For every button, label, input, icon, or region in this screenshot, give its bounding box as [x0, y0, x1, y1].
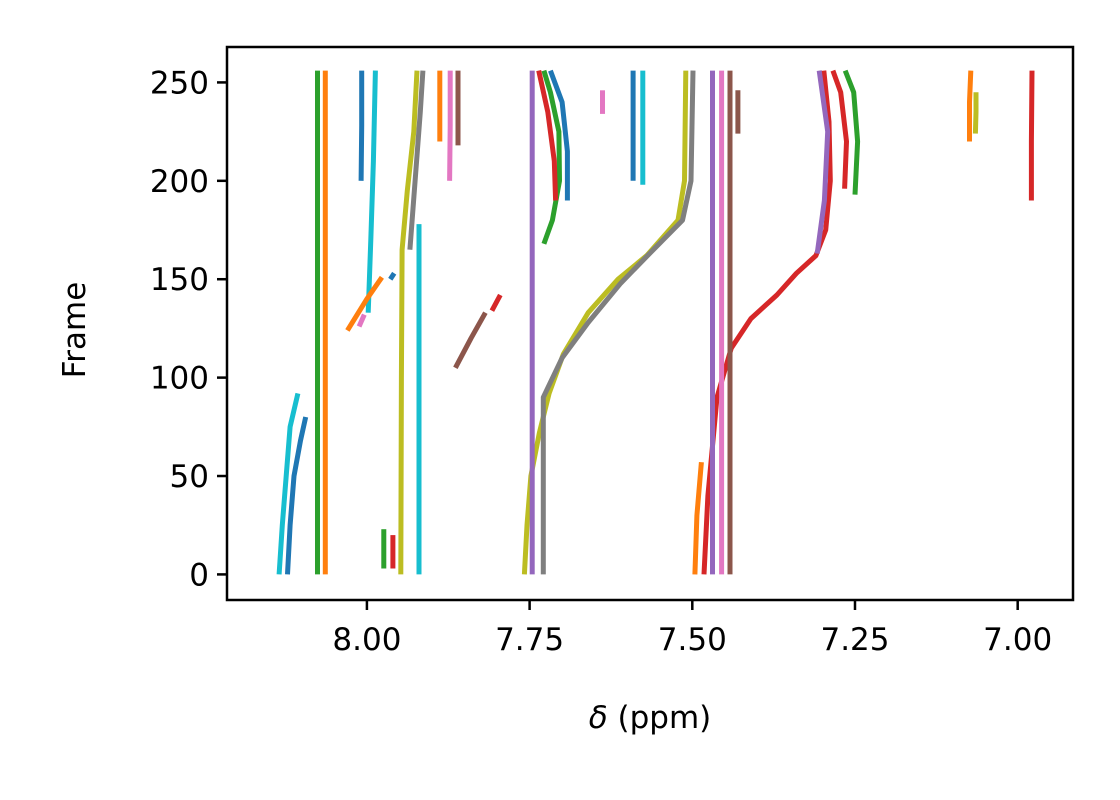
- series-line-2: [285, 416, 309, 575]
- series-line-35: [814, 70, 831, 254]
- series-line-39: [972, 92, 979, 134]
- x-tick-label: 7.50: [658, 622, 727, 658]
- series-line-12: [398, 70, 420, 575]
- plot-frame: [225, 45, 1075, 602]
- series-line-24: [536, 70, 559, 201]
- series-line-6: [365, 70, 378, 313]
- series-line-8: [356, 313, 367, 328]
- x-axis: 8.00 7.75 7.50 7.25 7.00: [332, 600, 1052, 658]
- y-tick-label: 200: [150, 164, 209, 200]
- series-line-25: [548, 69, 570, 201]
- x-tick-label: 7.00: [983, 622, 1052, 658]
- x-tick-label: 7.75: [495, 622, 564, 658]
- series-line-40: [1028, 70, 1035, 201]
- y-tick-label: 150: [150, 262, 209, 298]
- series-line-36: [830, 69, 849, 189]
- series-line-1: [276, 392, 301, 575]
- x-tick-label: 8.00: [332, 622, 401, 658]
- x-tick-label: 7.25: [820, 622, 889, 658]
- series-line-9: [388, 271, 397, 281]
- y-axis: 0 50 100 150 200 250: [150, 65, 227, 593]
- series-line-23: [541, 69, 562, 245]
- y-tick-label: 0: [189, 557, 209, 593]
- series-line-29: [692, 461, 704, 575]
- series-layer: [276, 69, 1035, 575]
- series-line-18: [453, 311, 488, 369]
- y-tick-label: 250: [150, 65, 209, 101]
- series-line-13: [407, 70, 426, 250]
- series-line-30: [701, 70, 833, 575]
- series-line-5: [358, 70, 365, 181]
- y-tick-label: 100: [150, 361, 209, 397]
- series-line-37: [842, 69, 861, 195]
- series-line-38: [967, 70, 974, 142]
- series-line-16: [447, 70, 453, 181]
- series-line-22: [540, 70, 696, 575]
- series-line-19: [489, 293, 503, 312]
- y-tick-label: 50: [170, 459, 209, 495]
- y-axis-label: Frame: [57, 282, 93, 379]
- x-axis-label: δ (ppm): [589, 700, 712, 736]
- series-line-7: [345, 275, 384, 332]
